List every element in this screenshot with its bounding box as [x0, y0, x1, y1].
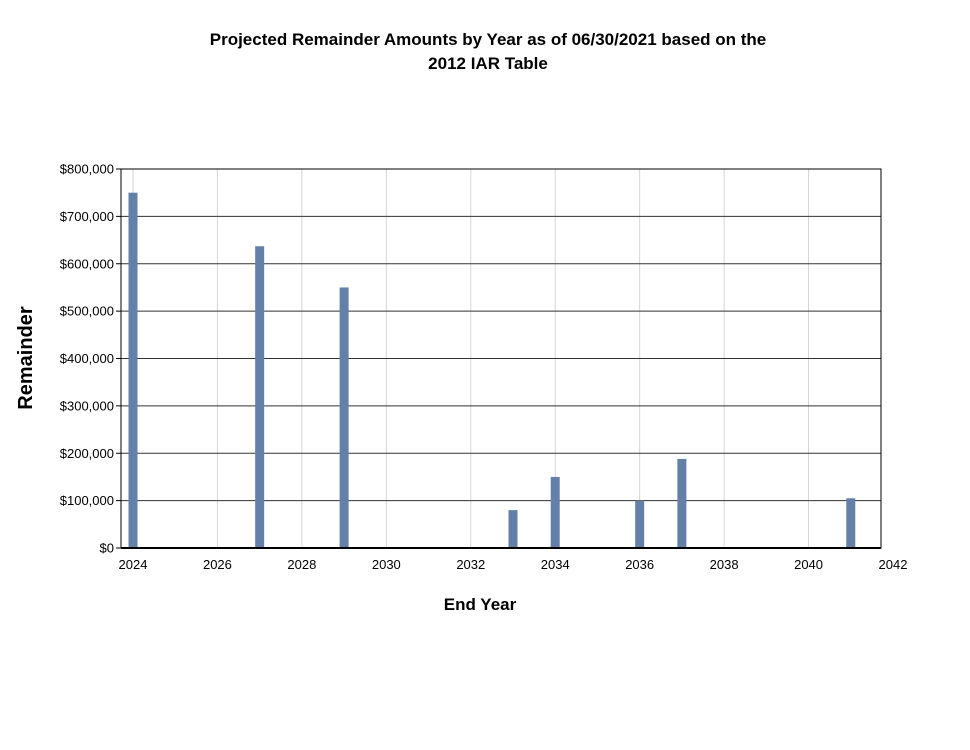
y-axis-title: Remainder [15, 306, 37, 410]
y-tick-label: $400,000 [60, 351, 114, 366]
x-tick-label: 2030 [372, 557, 401, 572]
x-tick-label: 2024 [119, 557, 148, 572]
y-tick-label: $200,000 [60, 446, 114, 461]
y-tick-label: $100,000 [60, 493, 114, 508]
bar [635, 500, 645, 548]
chart-title-line-1: Projected Remainder Amounts by Year as o… [209, 30, 767, 49]
chart-title: Projected Remainder Amounts by Year as o… [0, 28, 970, 76]
x-tick-label: 2036 [625, 557, 654, 572]
bars [121, 192, 881, 549]
bar [339, 287, 349, 548]
chart-title-line-2: 2012 IAR Table [428, 54, 548, 73]
grid-lines [121, 169, 881, 548]
y-tick-label: $600,000 [60, 256, 114, 271]
x-tick-label: 2028 [287, 557, 316, 572]
x-tick-label: 2038 [710, 557, 739, 572]
y-tick-label: $0 [100, 541, 114, 556]
x-tick-label: 2042 [879, 557, 908, 572]
x-axis-ticks: 2024 2026 2028 2030 2032 2034 2036 2038 2040 2042 [119, 557, 908, 572]
y-tick-label: $500,000 [60, 304, 114, 319]
y-axis-ticks: $0 $100,000 $200,000 $300,000 $400,000 $500,0… [60, 162, 121, 556]
x-tick-label: 2040 [794, 557, 823, 572]
bar [550, 476, 560, 548]
y-tick-label: $700,000 [60, 209, 114, 224]
y-tick-label: $800,000 [60, 162, 114, 177]
bar [508, 510, 518, 548]
y-tick-label: $300,000 [60, 398, 114, 413]
bar [677, 458, 687, 548]
bar [128, 192, 138, 548]
x-tick-label: 2026 [203, 557, 232, 572]
bar [255, 246, 265, 548]
x-axis-title: End Year [444, 595, 517, 614]
bar [846, 498, 856, 548]
x-tick-label: 2034 [541, 557, 570, 572]
x-tick-label: 2032 [456, 557, 485, 572]
